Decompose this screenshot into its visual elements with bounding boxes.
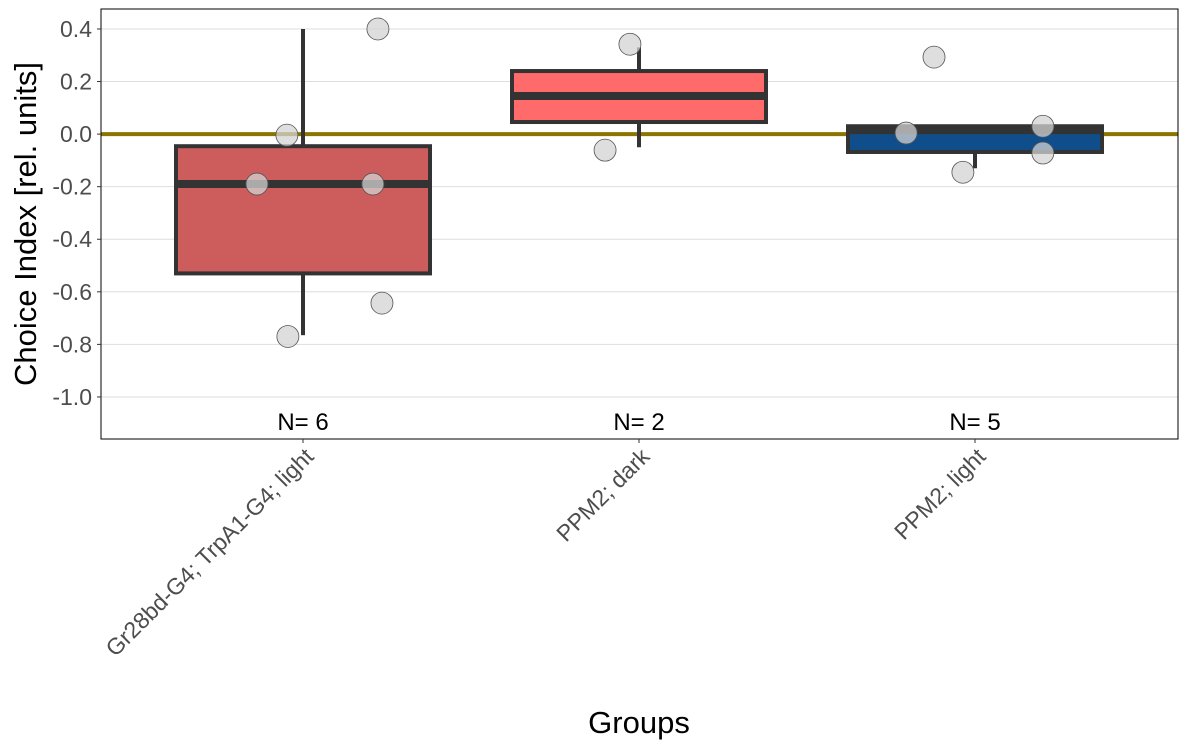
- data-point: [922, 45, 946, 69]
- y-tick-label: 0.2: [60, 69, 92, 95]
- box: [174, 144, 432, 276]
- data-point: [1031, 141, 1055, 165]
- y-tick-label: 0.4: [60, 16, 92, 42]
- y-tick-label: 0.0: [60, 121, 92, 147]
- x-axis-title: Groups: [588, 705, 690, 740]
- data-point: [276, 325, 300, 348]
- n-label: N= 6: [277, 409, 328, 436]
- data-point: [1031, 114, 1055, 138]
- data-points: [245, 17, 1055, 348]
- y-axis-title: Choice Index [rel. units]: [8, 62, 43, 386]
- data-point: [618, 32, 642, 56]
- y-tick-label: -0.8: [52, 331, 92, 357]
- data-point: [593, 138, 617, 162]
- y-axis-ticks: 0.4 0.2 0.0 -0.2 -0.4 -0.6 -0.8 -1.0: [52, 16, 101, 410]
- data-point: [361, 172, 385, 196]
- y-tick-label: -0.2: [52, 174, 92, 200]
- y-tick-label: -0.6: [52, 279, 92, 305]
- n-labels: N= 6 N= 2 N= 5: [277, 409, 1000, 436]
- x-tick-label: Gr28bd-G4; TrpA1-G4; light: [100, 443, 319, 662]
- boxes: [174, 28, 1104, 336]
- data-point: [894, 121, 918, 145]
- n-label: N= 5: [949, 409, 1000, 436]
- data-point: [951, 160, 975, 184]
- data-point: [366, 17, 390, 41]
- data-point: [275, 123, 299, 147]
- y-tick-label: -1.0: [52, 384, 92, 410]
- x-axis-ticks: Gr28bd-G4; TrpA1-G4; light PPM2; dark PPM2…: [100, 439, 991, 661]
- x-tick-label: PPM2; light: [889, 443, 991, 545]
- data-point: [370, 291, 394, 315]
- x-tick-label: PPM2; dark: [551, 443, 655, 547]
- n-label: N= 2: [613, 409, 664, 436]
- data-point: [245, 172, 269, 196]
- y-tick-label: -0.4: [52, 226, 92, 252]
